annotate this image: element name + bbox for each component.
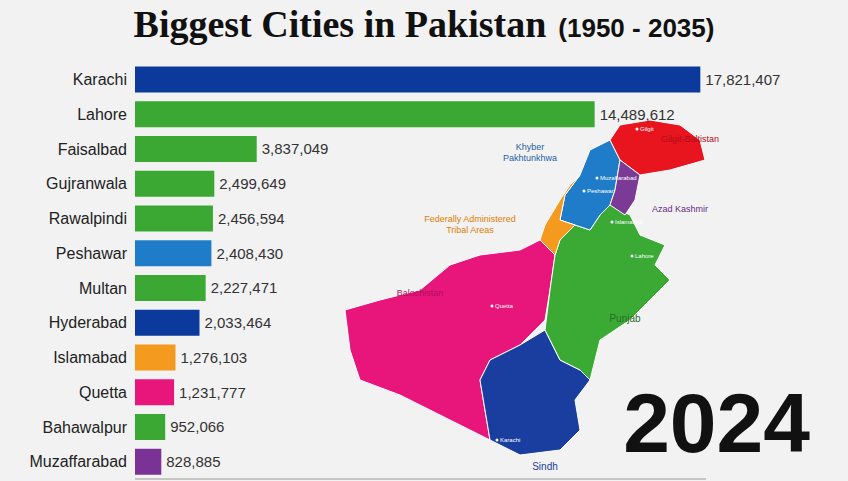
svg-text:Punjab: Punjab: [609, 313, 641, 324]
svg-text:Muzaffarabad: Muzaffarabad: [29, 453, 127, 470]
svg-text:1,231,777: 1,231,777: [179, 384, 246, 401]
svg-text:828,885: 828,885: [166, 453, 220, 470]
svg-text:Islamabad: Islamabad: [53, 349, 127, 366]
svg-text:Lahore: Lahore: [635, 253, 654, 259]
svg-text:Karachi: Karachi: [73, 71, 127, 88]
svg-text:Multan: Multan: [79, 280, 127, 297]
svg-text:Gujranwala: Gujranwala: [46, 175, 127, 192]
svg-text:2,033,464: 2,033,464: [205, 314, 272, 331]
svg-text:2,456,594: 2,456,594: [218, 210, 285, 227]
svg-text:Bahawalpur: Bahawalpur: [43, 419, 128, 436]
svg-text:2,408,430: 2,408,430: [216, 245, 283, 262]
svg-text:952,066: 952,066: [170, 418, 224, 435]
svg-text:Hyderabad: Hyderabad: [49, 314, 127, 331]
svg-text:Quetta: Quetta: [495, 303, 514, 309]
svg-text:Islamabad: Islamabad: [615, 219, 643, 225]
svg-text:Gilgit-Baltistan: Gilgit-Baltistan: [661, 134, 719, 144]
svg-text:Peshawar: Peshawar: [587, 188, 614, 194]
html-text:Biggest Cities in Pakistan (19: Biggest Cities in Pakistan (1950 - 2035): [133, 3, 715, 45]
svg-text:3,837,049: 3,837,049: [262, 140, 329, 157]
svg-text:Balochistan: Balochistan: [397, 288, 444, 298]
svg-text:2024: 2024: [623, 376, 810, 470]
svg-text:Rawalpindi: Rawalpindi: [49, 210, 127, 227]
svg-text:17,821,407: 17,821,407: [705, 71, 780, 88]
svg-text:Faisalbad: Faisalbad: [58, 141, 127, 158]
svg-text:2,499,649: 2,499,649: [219, 175, 286, 192]
svg-text:Peshawar: Peshawar: [56, 245, 128, 262]
svg-text:Gilgit: Gilgit: [640, 126, 654, 132]
svg-text:14,489,612: 14,489,612: [600, 106, 675, 123]
svg-text:Azad Kashmir: Azad Kashmir: [652, 204, 708, 214]
svg-text:Muzaffarabad: Muzaffarabad: [600, 175, 637, 181]
svg-text:Karachi: Karachi: [500, 437, 520, 443]
svg-text:2,227,471: 2,227,471: [211, 279, 278, 296]
svg-text:Sindh: Sindh: [532, 461, 558, 472]
svg-text:Lahore: Lahore: [77, 106, 127, 123]
svg-text:Federally AdministeredTribal A: Federally AdministeredTribal Areas: [424, 214, 516, 235]
svg-text:Quetta: Quetta: [79, 384, 127, 401]
svg-text:1,276,103: 1,276,103: [180, 349, 247, 366]
svg-text:KhyberPakhtunkhwa: KhyberPakhtunkhwa: [503, 142, 557, 163]
